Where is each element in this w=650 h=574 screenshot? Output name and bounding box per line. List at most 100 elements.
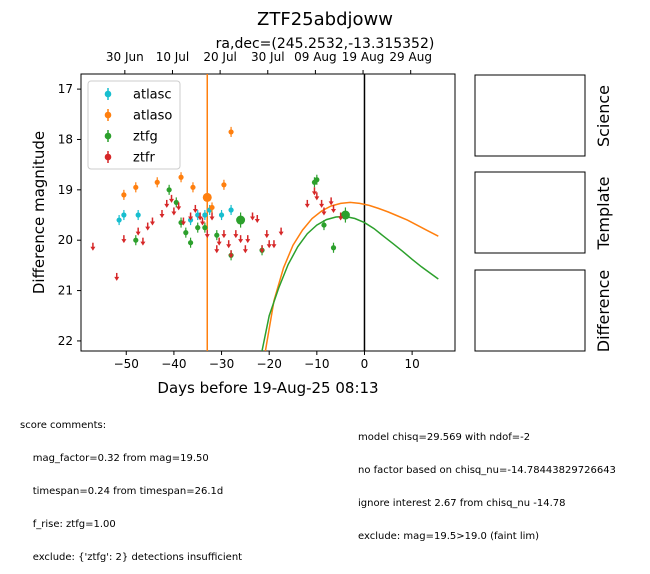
upper-limit-arrow [264, 234, 270, 239]
upper-limit-arrow [188, 216, 194, 221]
upper-limit-arrow [171, 211, 177, 216]
data-point [190, 184, 196, 190]
comment-line: mag_factor=0.32 from mag=19.50 [20, 453, 209, 464]
data-point [116, 217, 122, 223]
upper-limit-arrow [199, 221, 205, 226]
data-point [314, 177, 320, 183]
y-axis-label: Difference magnitude [30, 131, 48, 294]
data-point [236, 215, 246, 225]
data-point [321, 222, 327, 228]
data-point [209, 204, 215, 211]
score-comments: score comments: mag_factor=0.32 from mag… [20, 398, 242, 574]
upper-limit-arrow [319, 203, 325, 208]
upper-limit-arrow [216, 241, 222, 246]
y-tick-label: 21 [58, 284, 73, 298]
upper-limit-arrow [311, 191, 317, 196]
legend-label: ztfr [133, 151, 155, 166]
top-axis-tick-label: 29 Aug [389, 50, 432, 64]
data-point [178, 174, 184, 180]
chart-subtitle: ra,dec=(245.2532,-13.315352) [216, 36, 435, 52]
legend-label: atlaso [133, 109, 172, 124]
model-curve [261, 215, 439, 351]
data-point [202, 225, 208, 231]
x-axis-label: Days before 19-Aug-25 08:13 [157, 379, 378, 397]
upper-limit-arrow [254, 219, 260, 224]
upper-limit-arrow [164, 203, 170, 208]
comment-line: exclude: mag=19.5>19.0 (faint lim) [358, 531, 540, 542]
upper-limit-arrow [121, 239, 127, 244]
x-tick-label: 10 [404, 357, 419, 371]
data-point [133, 184, 139, 190]
upper-limit-arrow [338, 216, 344, 221]
upper-limit-arrow [169, 198, 175, 203]
data-point [121, 192, 127, 198]
cutout-panel-difference [474, 269, 586, 352]
upper-limit-arrow [159, 213, 165, 218]
y-tick-label: 20 [58, 233, 73, 247]
upper-limit-arrow [314, 196, 320, 201]
comment-line: score comments: [20, 420, 107, 431]
data-point [154, 179, 160, 185]
data-point [173, 199, 179, 206]
upper-limit-arrow [328, 201, 334, 206]
upper-limit-arrow [226, 244, 232, 249]
x-tick-label: −40 [161, 357, 186, 371]
data-point [166, 187, 172, 193]
legend-marker [104, 111, 112, 119]
comment-line: f_rise: ztfg=1.00 [20, 519, 116, 530]
y-tick-label: 18 [58, 132, 73, 146]
upper-limit-arrow [221, 234, 227, 239]
upper-limit-arrow [238, 239, 244, 244]
upper-limit-arrow [331, 208, 337, 213]
chart-title: ZTF25abdjoww [257, 9, 393, 30]
top-axis-tick-label: 20 Jul [203, 50, 237, 64]
data-point [340, 210, 350, 220]
plot-area [90, 74, 439, 351]
cutout-panel-label: Template [594, 176, 613, 250]
cutout-panel-science [474, 74, 586, 157]
legend-label: ztfg [133, 130, 158, 145]
upper-limit-arrow [176, 206, 182, 211]
x-tick-label: 0 [361, 357, 369, 371]
x-tick-label: −50 [114, 357, 139, 371]
upper-limit-arrow [321, 211, 327, 216]
data-point [195, 225, 201, 231]
upper-limit-arrow [245, 239, 251, 244]
data-point [135, 212, 141, 218]
y-tick-label: 22 [58, 334, 73, 348]
upper-limit-arrow [192, 208, 198, 213]
legend-marker [104, 153, 112, 161]
upper-limit-arrow [271, 244, 277, 249]
upper-limit-arrow [149, 221, 155, 226]
top-axis-tick-label: 30 Jul [251, 50, 285, 64]
x-tick-label: −10 [304, 357, 329, 371]
comment-line: model chisq=29.569 with ndof=-2 [358, 432, 531, 443]
upper-limit-arrow [250, 216, 256, 221]
upper-limit-arrow [204, 234, 210, 239]
upper-limit-arrow [90, 246, 96, 251]
top-axis-tick-label: 09 Aug [294, 50, 337, 64]
legend-box [87, 80, 181, 170]
upper-limit-arrow [197, 216, 203, 221]
upper-limit-arrow [278, 231, 284, 236]
upper-limit-arrow [209, 216, 215, 221]
legend-marker [104, 90, 112, 98]
upper-limit-arrow [135, 231, 141, 236]
upper-limit-arrow [233, 234, 239, 239]
data-point [195, 212, 201, 218]
top-axis-tick-label: 30 Jun [106, 50, 144, 64]
cutout-panel-template [474, 171, 586, 254]
upper-limit-arrow [259, 249, 265, 254]
legend: atlasc atlaso ztfg ztfr [87, 80, 181, 170]
upper-limit-arrow [180, 221, 186, 226]
data-point [330, 245, 337, 251]
data-point [221, 182, 227, 188]
legend-label: atlasc [133, 88, 172, 103]
model-comments: model chisq=29.569 with ndof=-2 no facto… [358, 410, 616, 553]
upper-limit-arrow [242, 249, 248, 254]
legend-marker [104, 132, 112, 140]
upper-limit-arrow [140, 241, 146, 246]
upper-limit-arrow [145, 226, 151, 231]
y-tick-label: 17 [58, 82, 73, 96]
data-point [202, 192, 212, 202]
